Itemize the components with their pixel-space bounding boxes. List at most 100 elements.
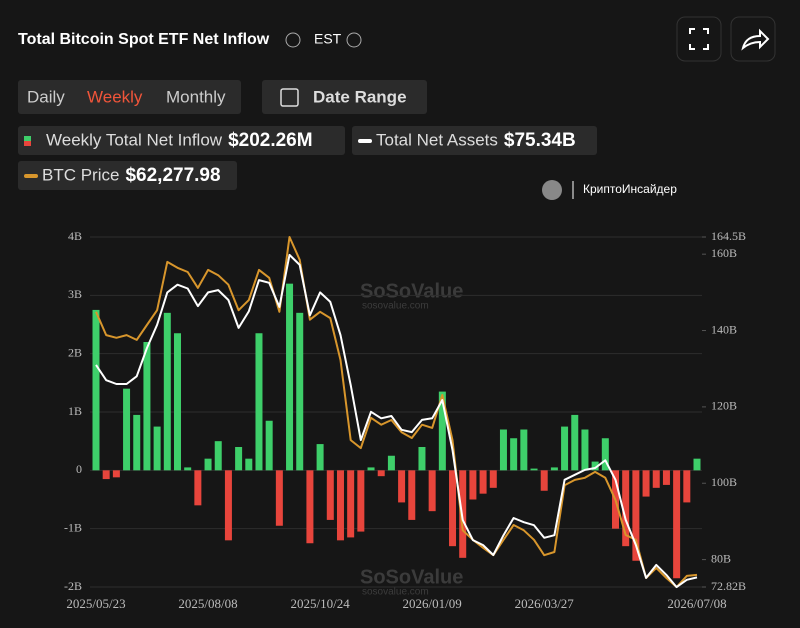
- tab-group: [18, 80, 241, 114]
- line: [95, 253, 698, 589]
- legend-value: $75.34B: [504, 130, 576, 151]
- legend-value: $62,277.98: [125, 165, 220, 186]
- bar: [112, 470, 120, 478]
- bar: [408, 470, 416, 520]
- bar: [194, 470, 202, 506]
- y2-tick-label: 100B: [711, 475, 737, 489]
- bar: [418, 447, 426, 471]
- legend-swatch: [24, 136, 31, 141]
- bar: [428, 470, 436, 512]
- bar: [438, 391, 446, 471]
- bar: [581, 429, 589, 471]
- legend-label: Weekly Total Net Inflow: [46, 130, 223, 149]
- y2-tick-label: 72.82B: [711, 579, 746, 593]
- bar: [673, 470, 681, 579]
- bar: [163, 312, 171, 471]
- bar: [204, 458, 212, 471]
- y-tick-label: -1B: [64, 520, 82, 534]
- bar: [153, 426, 161, 471]
- title: Total Bitcoin Spot ETF Net Inflow: [18, 31, 270, 48]
- x-tick-label: 2026/03/27: [515, 596, 575, 611]
- bar: [316, 444, 324, 471]
- info-icon[interactable]: [285, 32, 301, 48]
- bar: [449, 470, 457, 547]
- bar: [173, 333, 181, 471]
- watermark-url: sosovalue.com: [362, 301, 429, 312]
- bar: [102, 470, 110, 480]
- bar: [469, 470, 477, 500]
- fullscreen-icon: [689, 28, 709, 50]
- bar: [357, 470, 365, 532]
- y2-tick-label: 120B: [711, 399, 737, 413]
- bar: [275, 470, 283, 526]
- bar: [652, 470, 660, 488]
- bar: [255, 333, 263, 471]
- y-tick-label: 2B: [68, 345, 82, 359]
- bar: [591, 461, 599, 471]
- watermark: SoSoValue: [360, 280, 463, 302]
- watermark-url: sosovalue.com: [362, 587, 429, 598]
- share-icon: [741, 28, 770, 51]
- y-tick-label: 4B: [68, 229, 82, 243]
- bar: [336, 470, 344, 541]
- bar: [367, 467, 375, 471]
- legend-box: [18, 161, 237, 190]
- bar: [123, 388, 131, 471]
- tab[interactable]: Monthly: [166, 87, 226, 106]
- bar: [479, 470, 487, 494]
- bar: [662, 470, 670, 485]
- y2-tick-label: 80B: [711, 551, 731, 565]
- bar: [530, 468, 538, 471]
- date-range-label: Date Range: [313, 87, 407, 106]
- bar: [601, 438, 609, 471]
- calendar-icon: [280, 88, 299, 107]
- bar: [224, 470, 232, 541]
- bar: [143, 342, 151, 471]
- bar: [387, 455, 395, 471]
- y-tick-label: 3B: [68, 287, 82, 301]
- legend-swatch: [358, 139, 372, 143]
- bar: [214, 441, 222, 471]
- source-label: КриптоИнсайдер: [583, 182, 677, 196]
- info-icon[interactable]: [346, 32, 362, 48]
- tab[interactable]: Daily: [27, 87, 65, 106]
- legend-box: [352, 126, 597, 155]
- line: [95, 236, 698, 588]
- y-tick-label: 1B: [68, 404, 82, 418]
- bar: [550, 467, 558, 471]
- bar: [184, 467, 192, 471]
- y2-tick-label: 160B: [711, 246, 737, 260]
- y2-tick-label: 140B: [711, 322, 737, 336]
- legend-value: $202.26M: [228, 130, 313, 151]
- bar: [265, 420, 273, 471]
- bar: [306, 470, 314, 544]
- bar: [499, 429, 507, 471]
- y-tick-label: 0: [76, 462, 82, 476]
- date-range-button[interactable]: [262, 80, 427, 114]
- legend-swatch: [24, 174, 38, 178]
- bar: [520, 429, 528, 471]
- legend-label: BTC Price: [42, 165, 119, 184]
- bar: [642, 470, 650, 497]
- y-tick-label: -2B: [64, 579, 82, 593]
- bar: [632, 470, 640, 561]
- bar: [296, 312, 304, 471]
- fullscreen-button[interactable]: [676, 16, 722, 62]
- bar: [377, 470, 385, 477]
- bar: [510, 438, 518, 471]
- timezone: EST: [314, 31, 342, 47]
- tab[interactable]: Weekly: [87, 87, 143, 106]
- x-tick-label: 2026/01/09: [403, 596, 462, 611]
- bar: [286, 283, 294, 471]
- x-tick-label: 2026/07/08: [667, 596, 726, 611]
- bar: [133, 414, 141, 471]
- bar: [489, 470, 497, 488]
- bar: [693, 458, 701, 471]
- legend-label: Total Net Assets: [376, 130, 498, 149]
- legend-swatch: [24, 141, 31, 146]
- bar: [540, 470, 548, 491]
- watermark: SoSoValue: [360, 566, 463, 588]
- bar: [561, 426, 569, 471]
- legend-box: [18, 126, 345, 155]
